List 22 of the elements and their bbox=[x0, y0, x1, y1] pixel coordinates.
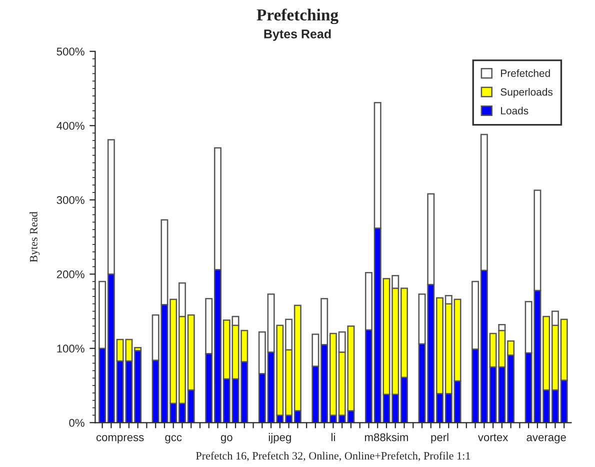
x-tick-label: go bbox=[220, 435, 232, 444]
y-tick-label: 400% bbox=[56, 122, 84, 130]
x-tick-label: perl bbox=[431, 433, 448, 444]
x-tick-label: vortex bbox=[478, 434, 508, 442]
x-tick-label: gcc bbox=[165, 435, 182, 444]
legend-label: Prefetched bbox=[501, 69, 550, 77]
x-tick-label: li bbox=[331, 433, 335, 442]
y-tick-label: 100% bbox=[57, 344, 84, 353]
x-tick-label: ijpeg bbox=[268, 433, 291, 444]
legend-label: Loads bbox=[501, 106, 528, 114]
y-axis-title: Bytes Read bbox=[30, 212, 40, 262]
y-tick-label: 300% bbox=[56, 196, 84, 204]
legend-label: Superloads bbox=[500, 88, 553, 98]
chart-title: Prefetching bbox=[256, 8, 338, 24]
x-tick-label: m88ksim bbox=[364, 433, 408, 442]
y-tick-label: 0% bbox=[69, 418, 84, 427]
x-tick-label: average bbox=[526, 435, 566, 444]
x-axis-title: Prefetch 16, Prefetch 32, Online, Online+Prefetch, Profile 1:1 bbox=[196, 452, 470, 462]
y-tick-label: 500% bbox=[56, 48, 84, 56]
y-tick-label: 200% bbox=[56, 270, 84, 278]
chart-subtitle: Bytes Read bbox=[264, 29, 331, 41]
x-tick-label: compress bbox=[96, 435, 144, 444]
